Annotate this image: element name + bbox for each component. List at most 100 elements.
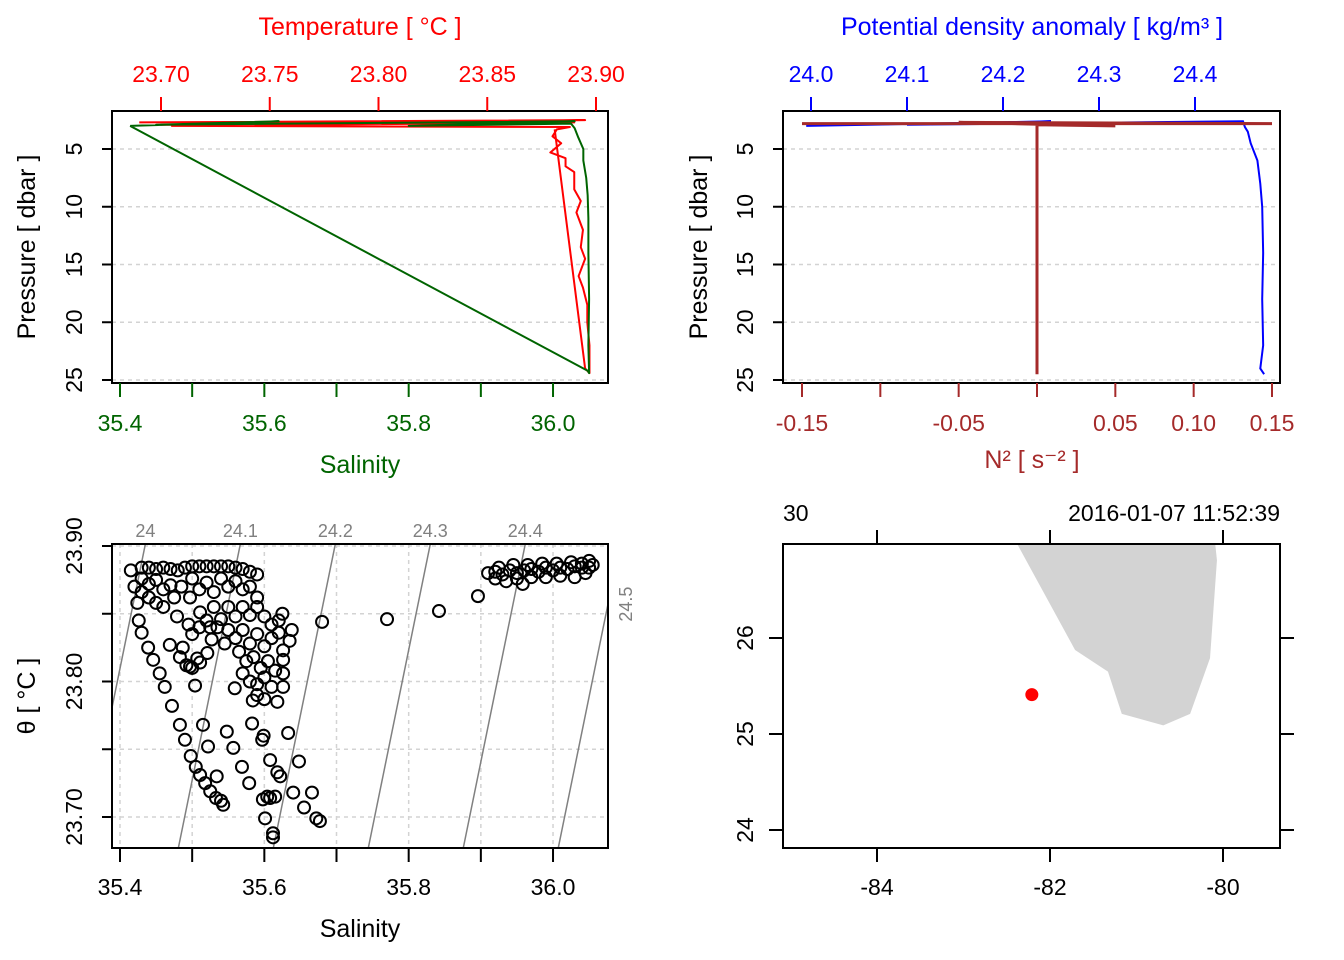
bottom-tick-label: 35.8	[386, 410, 431, 436]
ts-point	[206, 559, 221, 574]
ts-point	[164, 698, 179, 713]
ts-point	[235, 599, 250, 614]
ts-points	[123, 553, 600, 845]
ts-point	[157, 679, 172, 694]
land-polygon	[1017, 543, 1217, 726]
ts-point	[250, 627, 265, 642]
ts-point	[149, 595, 164, 610]
lon-tick-label: -82	[1033, 874, 1066, 900]
ts-point	[268, 663, 283, 678]
ts-point	[221, 559, 236, 574]
ts-point	[181, 617, 196, 632]
ts-point	[217, 636, 232, 651]
ts-point	[199, 559, 214, 574]
isopycnal-line	[462, 544, 527, 848]
ts-point	[488, 564, 503, 579]
ts-point	[242, 776, 257, 791]
y-tick-label: 23.70	[61, 788, 87, 846]
ts-point	[203, 620, 218, 635]
ts-point	[152, 666, 167, 681]
top-tick-label: 23.80	[350, 61, 408, 87]
N2-profile-line	[801, 120, 1273, 375]
ts-point	[227, 681, 242, 696]
ts-point	[149, 562, 164, 577]
ts-point	[242, 564, 257, 579]
ts-point	[134, 560, 149, 575]
x-tick-label: 35.6	[242, 874, 287, 900]
y-tick-label: 5	[732, 143, 758, 156]
y-tick-label: 20	[732, 309, 758, 335]
ts-point	[495, 567, 510, 582]
map-frame	[782, 543, 1281, 849]
ts-point	[380, 612, 395, 627]
ts-point	[270, 765, 285, 780]
bottom-tick-label: -0.05	[932, 410, 984, 436]
ts-point	[582, 560, 597, 575]
ts-point	[228, 631, 243, 646]
ts-point	[232, 644, 247, 659]
ts-point	[276, 652, 291, 667]
ts-point	[257, 639, 272, 654]
ts-point	[258, 811, 273, 826]
isopycnal-label: 24	[135, 521, 155, 541]
ts-point	[250, 567, 265, 582]
ts-point	[304, 785, 319, 800]
ts-point	[520, 557, 535, 572]
ts-point	[179, 658, 194, 673]
x-tick-label: 35.8	[386, 874, 431, 900]
ts-point	[177, 732, 192, 747]
ts-point	[235, 623, 250, 638]
ts-point	[174, 579, 189, 594]
ts-point	[214, 793, 229, 808]
ts-point	[286, 785, 301, 800]
lon-tick-label: -80	[1206, 874, 1239, 900]
ts-point	[183, 590, 198, 605]
ts-point	[266, 826, 281, 841]
ts-point	[250, 688, 265, 703]
ts-point	[226, 740, 241, 755]
ts-point	[264, 679, 279, 694]
plot-frame	[111, 110, 609, 384]
ts-point	[185, 571, 200, 586]
y-tick-label: 15	[732, 252, 758, 278]
isopycnal-label: 24.3	[413, 521, 448, 541]
lat-tick-label: 25	[732, 721, 758, 747]
ts-point	[275, 606, 290, 621]
ts-point	[214, 612, 229, 627]
ts-point	[309, 811, 324, 826]
ts-point	[141, 576, 156, 591]
station-datetime: 2016-01-07 11:52:39	[1068, 500, 1280, 526]
y-tick-label: 20	[61, 309, 87, 335]
top-tick-label: 23.75	[241, 61, 299, 87]
ts-point	[276, 666, 291, 681]
plot-frame	[111, 543, 609, 849]
ts-point	[219, 724, 234, 739]
ts-point	[281, 725, 296, 740]
isopycnal-label: 24.2	[318, 521, 353, 541]
bottom-tick-label: -0.15	[776, 410, 828, 436]
ts-point	[210, 620, 225, 635]
ts-point	[204, 632, 219, 647]
ts-point	[242, 608, 257, 623]
ts-point	[312, 814, 327, 829]
ts-point	[209, 769, 224, 784]
ts-point	[156, 582, 171, 597]
bottom-axis-title: Salinity	[320, 451, 401, 479]
ts-point	[260, 654, 275, 669]
x-tick-label: 35.4	[98, 874, 143, 900]
top-tick-label: 24.0	[789, 61, 834, 87]
ts-point	[257, 609, 272, 624]
ts-point	[564, 555, 579, 570]
lon-tick-label: -84	[860, 874, 893, 900]
top-tick-label: 24.2	[981, 61, 1026, 87]
ts-point	[201, 739, 216, 754]
isopycnal-line	[367, 544, 432, 848]
ts-point	[239, 654, 254, 669]
ts-point	[538, 570, 553, 585]
plot-frame	[782, 110, 1281, 384]
ts-point	[431, 604, 446, 619]
ts-point	[175, 640, 190, 655]
ts-point	[170, 609, 185, 624]
ts-point	[567, 559, 582, 574]
